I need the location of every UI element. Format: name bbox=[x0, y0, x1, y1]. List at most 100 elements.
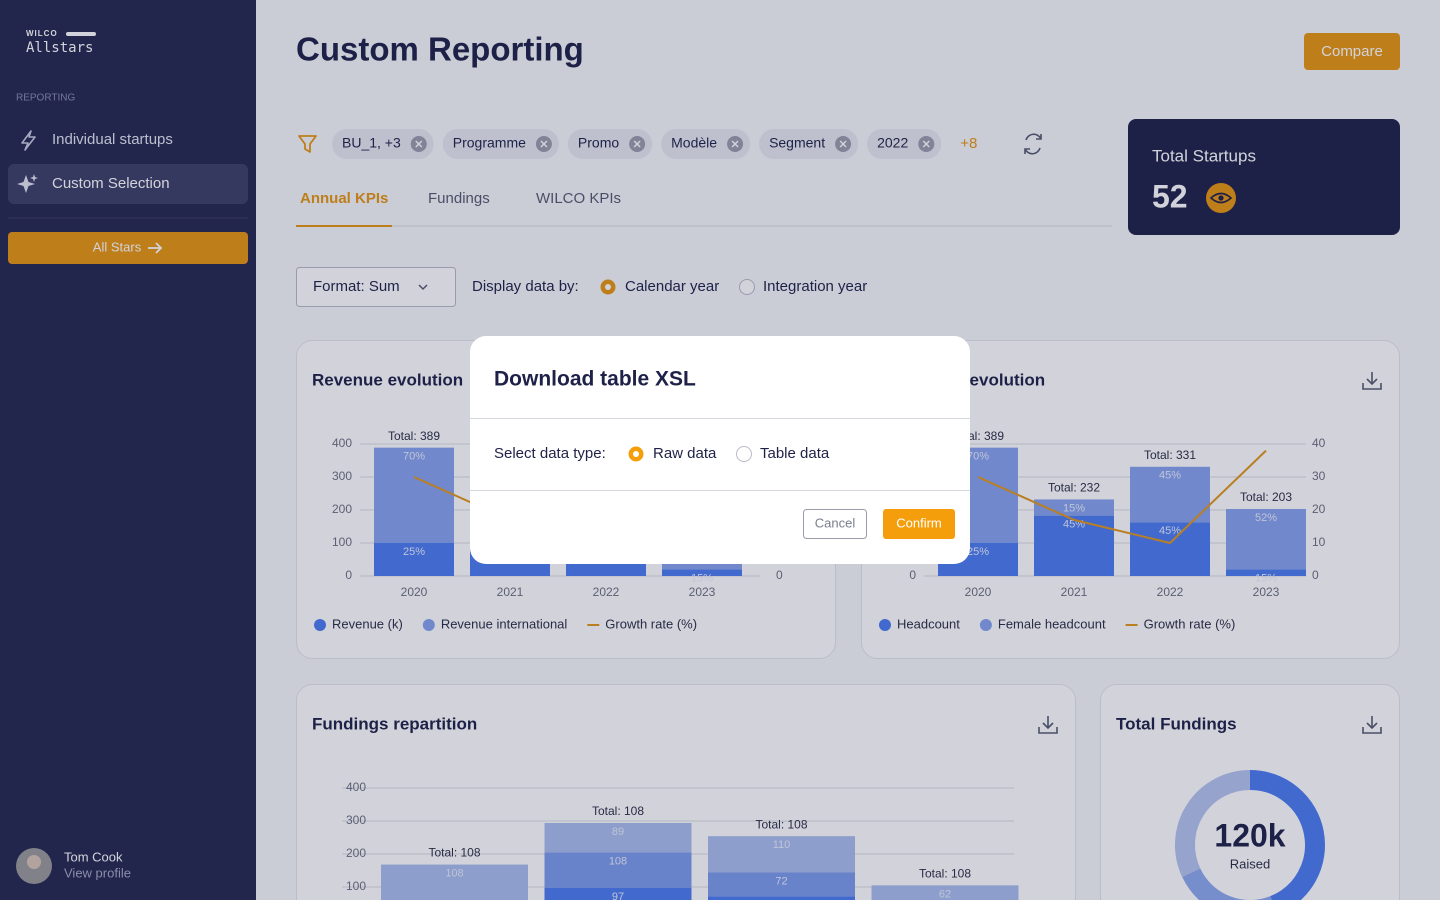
nav-item-active[interactable]: Custom Selection bbox=[52, 175, 170, 192]
bar-segment bbox=[381, 864, 528, 900]
filter-chip[interactable] bbox=[867, 129, 942, 159]
legend-label: Revenue international bbox=[441, 616, 568, 631]
tab[interactable]: Fundings bbox=[428, 190, 490, 207]
chip-remove-x bbox=[415, 140, 423, 148]
nav-section: REPORTING bbox=[16, 93, 75, 104]
summary-value: 52 bbox=[1152, 178, 1188, 214]
compare-button[interactable] bbox=[1304, 33, 1400, 70]
segment-label: 110 bbox=[773, 839, 791, 851]
segment-label: 70% bbox=[967, 451, 989, 463]
chart-title: Revenue evolution bbox=[312, 370, 463, 389]
avatar-face bbox=[27, 855, 41, 869]
tab[interactable]: WILCO KPIs bbox=[536, 190, 621, 207]
y-tick-label: 100 bbox=[332, 535, 352, 549]
refresh-icon[interactable] bbox=[1024, 133, 1042, 155]
y-tick-label: 0 bbox=[909, 568, 916, 582]
radio[interactable] bbox=[739, 279, 755, 295]
total-label: Total: 108 bbox=[428, 846, 480, 860]
radio[interactable] bbox=[736, 446, 752, 462]
filter-icon[interactable] bbox=[298, 135, 317, 153]
tab-active[interactable]: Annual KPIs bbox=[300, 190, 388, 207]
legend-label: Headcount bbox=[897, 616, 960, 631]
download-icon[interactable] bbox=[1362, 372, 1382, 390]
growth-line bbox=[977, 449, 1267, 545]
modal-panel bbox=[470, 336, 970, 564]
summary-card bbox=[1128, 119, 1400, 235]
segment-label: 45% bbox=[1159, 470, 1181, 482]
y-tick-label: 0 bbox=[345, 568, 352, 582]
bar-segment bbox=[374, 447, 454, 543]
chevron-icon bbox=[418, 284, 428, 291]
total-label: Total: 331 bbox=[1144, 448, 1196, 462]
filter-chips: BU_1, +3 Programme Promo Modèle Segment 2022 bbox=[332, 129, 942, 159]
segment-label: 25% bbox=[967, 546, 989, 558]
filter-chip[interactable] bbox=[661, 129, 751, 159]
segment-label: 62 bbox=[939, 888, 951, 900]
bar-segment bbox=[1130, 522, 1210, 576]
x-tick-label: 2021 bbox=[497, 585, 524, 599]
format-select[interactable] bbox=[296, 267, 456, 307]
bar-segment bbox=[544, 822, 692, 853]
cancel-button[interactable] bbox=[803, 509, 867, 539]
filter-chip[interactable] bbox=[442, 129, 559, 159]
segment-label: 15% bbox=[1255, 572, 1277, 584]
chip-label: 2022 bbox=[877, 135, 908, 151]
chip-remove-x bbox=[540, 140, 548, 148]
donut-segment bbox=[1182, 868, 1272, 900]
button-label: Compare bbox=[1321, 43, 1383, 60]
legend-label: Revenue (k) bbox=[332, 616, 403, 631]
all-stars-button[interactable] bbox=[8, 232, 248, 264]
radio-label: Calendar year bbox=[625, 278, 719, 295]
segment-label: 15% bbox=[691, 572, 713, 584]
segment-label: 72 bbox=[775, 875, 787, 887]
bar-segment bbox=[544, 887, 692, 900]
brand-bar bbox=[66, 32, 96, 36]
user-name: Tom Cook bbox=[64, 849, 123, 864]
x-tick-label: 2020 bbox=[965, 585, 992, 599]
y2-tick-label: 0 bbox=[1312, 568, 1319, 582]
legend-label: Growth rate (%) bbox=[605, 616, 697, 631]
nav-active-bg[interactable] bbox=[8, 164, 248, 204]
y2-tick-label: 20 bbox=[1312, 502, 1326, 516]
modal: Download table XSL Select data type: Raw… bbox=[470, 336, 970, 564]
y-tick-label: 300 bbox=[346, 813, 366, 827]
brand: Allstars bbox=[26, 40, 93, 56]
eye-icon bbox=[1209, 192, 1233, 204]
filter-chip[interactable] bbox=[759, 129, 859, 159]
button-label: Cancel bbox=[815, 515, 856, 530]
total-label: Total: 108 bbox=[592, 804, 644, 818]
segment-label: 25% bbox=[403, 546, 425, 558]
bar-segment bbox=[871, 885, 1019, 900]
y-tick-label: 200 bbox=[346, 846, 366, 860]
page-title: Custom Reporting bbox=[296, 31, 584, 68]
tab-underline bbox=[296, 225, 392, 227]
nav-item[interactable]: Individual startups bbox=[52, 131, 173, 148]
donut-caption: Raised bbox=[1230, 856, 1270, 871]
filter-chip[interactable] bbox=[332, 129, 434, 159]
display-label: Display data by: bbox=[472, 278, 579, 295]
download-icon[interactable] bbox=[1038, 716, 1058, 734]
more-filters[interactable]: +8 bbox=[960, 135, 977, 152]
legend-swatch bbox=[979, 619, 992, 631]
x-tick-label: 2021 bbox=[1061, 585, 1088, 599]
bar-segment bbox=[1226, 509, 1306, 570]
confirm-button[interactable] bbox=[883, 509, 955, 539]
x-tick-label: 2022 bbox=[1157, 585, 1184, 599]
field-label: Select data type: bbox=[494, 445, 606, 462]
legend-label: Female headcount bbox=[998, 616, 1106, 631]
segment-label: 45% bbox=[1159, 525, 1181, 537]
download-icon[interactable] bbox=[1362, 716, 1382, 734]
legend-swatch bbox=[879, 619, 891, 631]
y2-tick-label: 0 bbox=[776, 568, 783, 582]
chip-label: Programme bbox=[453, 135, 526, 151]
y-tick-label: 200 bbox=[332, 502, 352, 516]
filter-chip[interactable] bbox=[567, 129, 653, 159]
x-tick-label: 2023 bbox=[1253, 585, 1280, 599]
profile-link[interactable]: View profile bbox=[64, 865, 131, 880]
chip-remove-x bbox=[839, 140, 847, 148]
total-label: Total: 108 bbox=[919, 867, 971, 881]
y-tick-label: 100 bbox=[346, 879, 366, 893]
legend-swatch bbox=[314, 619, 326, 631]
